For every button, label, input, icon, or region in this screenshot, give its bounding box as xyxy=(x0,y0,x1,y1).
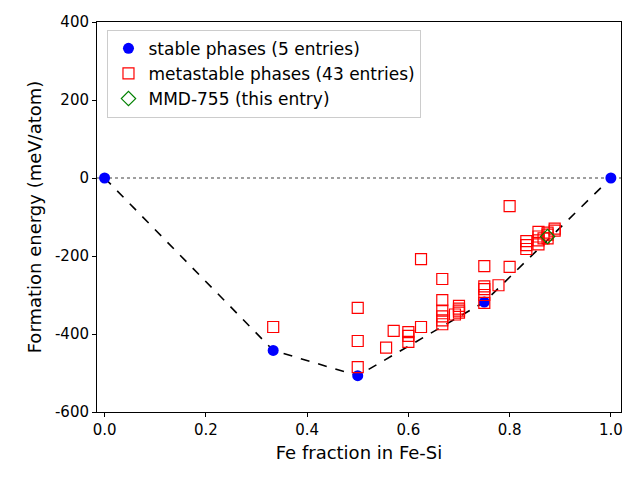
svg-text:400: 400 xyxy=(60,13,89,31)
svg-text:0: 0 xyxy=(79,169,89,187)
svg-text:MMD-755 (this entry): MMD-755 (this entry) xyxy=(148,89,329,109)
svg-text:0.4: 0.4 xyxy=(295,421,319,439)
svg-text:-400: -400 xyxy=(55,325,89,343)
svg-text:metastable phases (43 entries): metastable phases (43 entries) xyxy=(148,64,414,84)
svg-text:-600: -600 xyxy=(55,403,89,421)
svg-text:0.2: 0.2 xyxy=(194,421,218,439)
svg-text:-200: -200 xyxy=(55,247,89,265)
svg-text:0.8: 0.8 xyxy=(498,421,522,439)
svg-text:200: 200 xyxy=(60,91,89,109)
svg-text:0.0: 0.0 xyxy=(93,421,117,439)
svg-text:Formation energy (meV/atom): Formation energy (meV/atom) xyxy=(24,81,45,354)
svg-text:Fe fraction in Fe-Si: Fe fraction in Fe-Si xyxy=(276,442,443,463)
svg-text:stable phases (5 entries): stable phases (5 entries) xyxy=(148,39,359,59)
svg-text:0.6: 0.6 xyxy=(396,421,420,439)
svg-text:1.0: 1.0 xyxy=(599,421,623,439)
